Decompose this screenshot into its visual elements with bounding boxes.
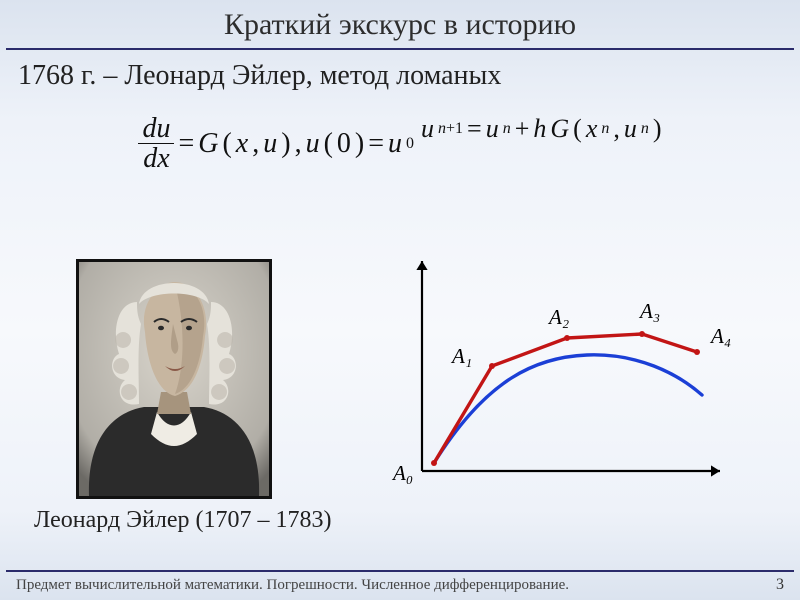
svg-text:A₃: A₃ [638, 299, 660, 323]
footer-rule [6, 570, 794, 572]
r2-x-sub: n [601, 120, 609, 138]
r2-lparen: ( [573, 114, 582, 144]
r2-u: u [421, 114, 434, 144]
title-rule [6, 48, 794, 50]
lparen: ( [222, 128, 231, 160]
slide: Краткий экскурс в историю 1768 г. – Леон… [0, 0, 800, 600]
r2-rparen: ) [653, 114, 662, 144]
fraction-du-dx: du dx [138, 114, 174, 174]
sym-u0: u [388, 128, 402, 160]
r2-sub-1: 1 [455, 120, 463, 137]
sub0: 0 [406, 135, 414, 153]
r2-u2: u [486, 114, 499, 144]
sym-u2: u [306, 128, 320, 160]
frac-num: du [138, 114, 174, 143]
r2-sub-plus: + [446, 120, 455, 137]
slide-title: Краткий экскурс в историю [0, 8, 800, 42]
sep: , [295, 128, 302, 160]
headline: 1768 г. – Леонард Эйлер, метод ломаных [18, 60, 501, 92]
r2-h: h [533, 114, 546, 144]
r2-sub-n: n [438, 120, 446, 137]
footer-text: Предмет вычислительной математики. Погре… [16, 577, 569, 594]
equals2: = [368, 128, 384, 160]
chart-svg: A₀ A₁ A₂ A₃ A₄ [372, 253, 742, 498]
svg-text:A₁: A₁ [450, 344, 472, 368]
page-number: 3 [776, 576, 784, 594]
rparen: ) [281, 128, 290, 160]
rparen2: ) [355, 128, 364, 160]
r2-x: x [586, 114, 598, 144]
r2-eq: = [467, 114, 482, 144]
equals: = [178, 128, 194, 160]
formula-block: du dx = G ( x, u ) , u (0) = u0 un+1 = u… [0, 100, 800, 174]
r2-u3: u [624, 114, 637, 144]
svg-text:A₂: A₂ [547, 305, 569, 329]
comma: , [252, 128, 259, 160]
r2-u3-sub: n [641, 120, 649, 138]
formula-row-2: un+1 = un + hG ( xn, un ) [421, 114, 662, 144]
sym-x: x [236, 128, 248, 160]
svg-text:A₄: A₄ [709, 324, 731, 348]
sym-G: G [198, 128, 218, 160]
r2-G: G [550, 114, 569, 144]
zero: 0 [337, 128, 351, 160]
frac-den: dx [139, 144, 173, 173]
portrait-svg [79, 262, 269, 496]
r2-u2-sub: n [503, 120, 511, 138]
sym-u: u [263, 128, 277, 160]
svg-text:A₀: A₀ [391, 461, 413, 485]
portrait-caption: Леонард Эйлер (1707 – 1783) [34, 507, 331, 534]
r2-plus: + [515, 114, 530, 144]
euler-method-chart: A₀ A₁ A₂ A₃ A₄ [372, 253, 742, 498]
lparen2: ( [324, 128, 333, 160]
r2-comma: , [613, 114, 620, 144]
portrait-euler [76, 259, 272, 499]
formula-row-1: du dx = G ( x, u ) , u (0) = u0 [138, 114, 414, 174]
